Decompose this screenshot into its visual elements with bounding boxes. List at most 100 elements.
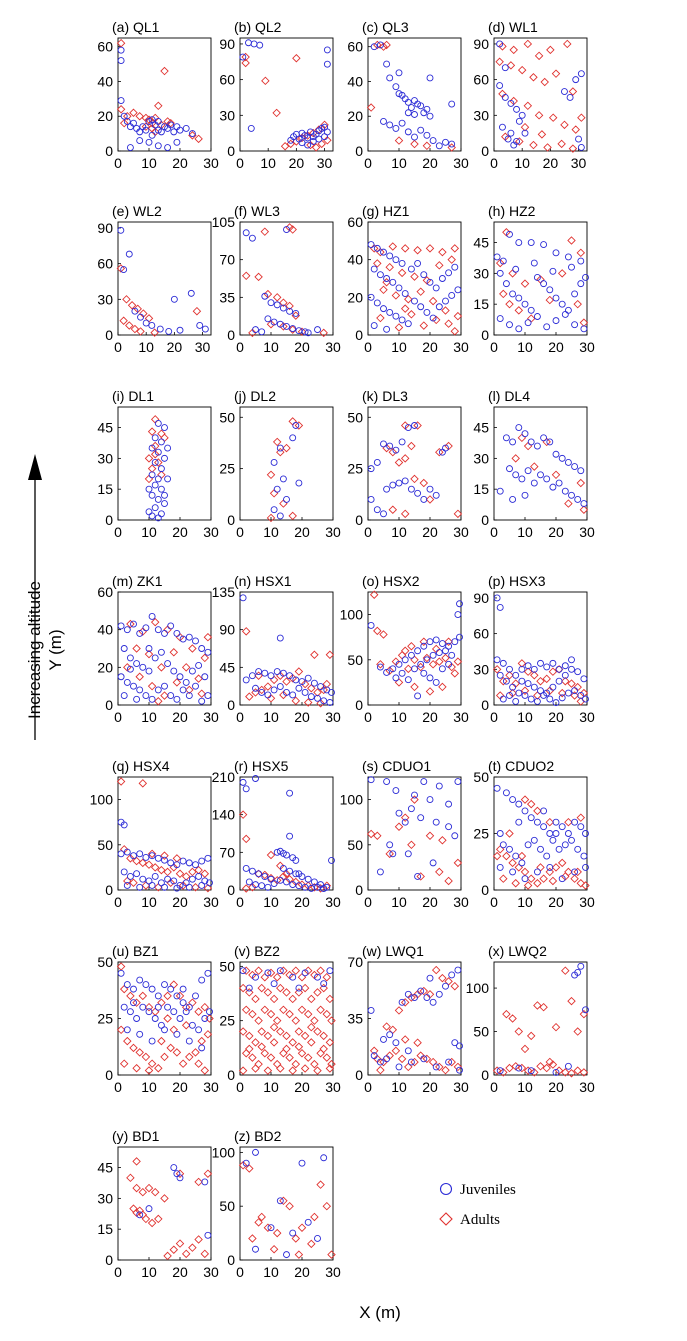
juvenile-point xyxy=(392,124,400,132)
juvenile-point xyxy=(445,269,453,277)
adult-point xyxy=(514,306,524,315)
juvenile-point xyxy=(136,1211,144,1219)
juvenile-point xyxy=(173,1030,181,1038)
adult-point xyxy=(313,988,322,997)
adult-point xyxy=(241,834,251,844)
adult-point xyxy=(366,829,376,839)
adult-point xyxy=(571,125,580,134)
adult-point xyxy=(257,983,266,993)
juvenile-point xyxy=(552,699,560,707)
juvenile-point xyxy=(502,280,510,288)
adult-point xyxy=(410,1057,419,1067)
juvenile-point xyxy=(398,259,406,267)
juvenile-point xyxy=(179,635,187,643)
adult-point xyxy=(157,1036,166,1046)
adult-point xyxy=(169,648,179,657)
adult-point xyxy=(438,682,447,692)
juvenile-point xyxy=(320,885,328,892)
x-tick-label: 10 xyxy=(517,894,533,910)
juvenile-point xyxy=(411,994,418,1001)
juvenile-point xyxy=(456,633,463,641)
juvenile-point xyxy=(367,496,375,503)
x-tick-label: 30 xyxy=(325,524,341,540)
juvenile-point xyxy=(540,692,548,699)
adult-point xyxy=(160,66,169,76)
adult-point xyxy=(276,1027,285,1036)
juvenile-point xyxy=(252,775,259,782)
adult-point xyxy=(435,657,444,666)
adult-point xyxy=(166,118,175,128)
adult-point xyxy=(431,315,441,325)
juvenile-point xyxy=(515,818,523,826)
juvenile-point xyxy=(512,852,520,860)
juvenile-point xyxy=(552,317,560,325)
juvenile-point xyxy=(429,651,437,659)
adult-point xyxy=(194,134,203,144)
juvenile-point xyxy=(248,234,256,242)
adult-point xyxy=(579,1009,589,1019)
adult-point xyxy=(373,626,382,636)
juvenile-point xyxy=(195,1026,203,1034)
juvenile-point xyxy=(420,271,428,279)
juvenile-point xyxy=(395,69,403,77)
juvenile-point xyxy=(173,629,181,637)
adult-point xyxy=(316,966,325,975)
x-tick-label: 20 xyxy=(172,1264,188,1280)
adult-point xyxy=(188,131,197,140)
adult-point xyxy=(567,679,576,688)
juvenile-point xyxy=(537,659,544,667)
juvenile-point xyxy=(123,117,131,125)
juvenile-point xyxy=(411,422,418,429)
y-tick-label: 15 xyxy=(473,481,489,497)
juvenile-point xyxy=(445,642,453,650)
adult-point xyxy=(181,1249,191,1259)
adult-point xyxy=(400,998,410,1007)
x-tick-label: 0 xyxy=(114,1079,122,1095)
adult-point xyxy=(135,111,144,121)
adult-point xyxy=(373,831,382,840)
x-tick-label: 30 xyxy=(579,524,595,540)
adult-point xyxy=(191,1048,200,1057)
adult-point xyxy=(325,650,335,660)
juvenile-point xyxy=(411,665,418,673)
juvenile-point xyxy=(515,117,523,125)
panel-7: (g) HZ1 0 10 20 30 0 20 40 60 xyxy=(347,203,469,355)
juvenile-point xyxy=(157,648,165,656)
juvenile-point xyxy=(170,295,178,303)
adult-point xyxy=(294,988,304,997)
juvenile-point xyxy=(161,424,168,431)
adult-point xyxy=(520,795,530,804)
adult-point xyxy=(548,876,558,886)
adult-point xyxy=(517,1063,527,1073)
adult-point xyxy=(126,1173,135,1183)
juvenile-point xyxy=(276,1197,284,1205)
juvenile-point xyxy=(320,1154,328,1162)
adult-point xyxy=(425,244,435,253)
juvenile-point xyxy=(148,512,156,520)
juvenile-point xyxy=(456,1042,463,1050)
adult-point xyxy=(548,1060,558,1069)
adult-point xyxy=(126,854,135,863)
juvenile-point xyxy=(540,434,548,442)
juvenile-point xyxy=(173,138,181,146)
juvenile-point xyxy=(442,647,449,655)
juvenile-point xyxy=(164,875,172,883)
adult-point xyxy=(419,637,429,646)
juvenile-point xyxy=(493,656,501,664)
juvenile-point xyxy=(524,467,532,475)
juvenile-point xyxy=(506,845,513,853)
adult-point xyxy=(422,141,432,151)
y-tick-label: 0 xyxy=(105,697,113,713)
adult-point xyxy=(263,1031,273,1041)
x-tick-label: 20 xyxy=(543,155,559,171)
juvenile-point xyxy=(515,800,523,808)
juvenile-point xyxy=(120,1003,128,1011)
adult-point xyxy=(502,851,511,861)
adult-point xyxy=(313,1027,322,1036)
adult-point xyxy=(282,1044,291,1054)
x-tick-label: 10 xyxy=(141,1079,157,1095)
adult-point xyxy=(260,227,270,236)
juvenile-point xyxy=(448,292,456,299)
adult-point xyxy=(132,1063,141,1073)
juvenile-point xyxy=(582,863,589,871)
